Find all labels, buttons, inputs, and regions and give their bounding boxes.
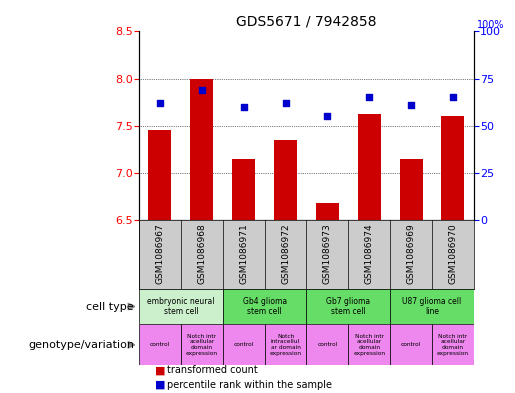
- Bar: [222, 289, 306, 324]
- Bar: [181, 324, 222, 365]
- Text: U87 glioma cell
line: U87 glioma cell line: [402, 297, 461, 316]
- Point: [156, 100, 164, 106]
- Bar: [232, 159, 255, 220]
- Text: genotype/variation: genotype/variation: [28, 340, 134, 350]
- Bar: [222, 324, 265, 365]
- Bar: [432, 324, 474, 365]
- Bar: [191, 79, 213, 220]
- Text: Notch intr
acellular
domain
expression: Notch intr acellular domain expression: [437, 334, 469, 356]
- Text: ■: ■: [154, 380, 165, 390]
- Text: GSM1086973: GSM1086973: [323, 224, 332, 284]
- Bar: [306, 289, 390, 324]
- Bar: [400, 159, 422, 220]
- Point: [239, 104, 248, 110]
- Text: GSM1086970: GSM1086970: [449, 224, 457, 284]
- Bar: [139, 289, 222, 324]
- Text: Notch
intracellul
ar domain
expression: Notch intracellul ar domain expression: [269, 334, 301, 356]
- Bar: [441, 116, 465, 220]
- Bar: [306, 324, 348, 365]
- Text: Gb4 glioma
stem cell: Gb4 glioma stem cell: [243, 297, 287, 316]
- Point: [198, 87, 206, 93]
- Bar: [390, 324, 432, 365]
- Text: control: control: [317, 342, 337, 347]
- Point: [365, 94, 373, 101]
- Text: percentile rank within the sample: percentile rank within the sample: [167, 380, 332, 390]
- Bar: [358, 114, 381, 220]
- Text: GSM1086969: GSM1086969: [406, 224, 416, 284]
- Bar: [274, 140, 297, 220]
- Bar: [316, 203, 339, 220]
- Text: GSM1086967: GSM1086967: [156, 224, 164, 284]
- Point: [323, 113, 332, 119]
- Text: transformed count: transformed count: [167, 365, 258, 375]
- Point: [281, 100, 289, 106]
- Title: GDS5671 / 7942858: GDS5671 / 7942858: [236, 15, 376, 29]
- Bar: [139, 324, 181, 365]
- Bar: [348, 324, 390, 365]
- Text: control: control: [233, 342, 254, 347]
- Bar: [390, 289, 474, 324]
- Text: Notch intr
acellular
domain
expression: Notch intr acellular domain expression: [353, 334, 385, 356]
- Text: GSM1086972: GSM1086972: [281, 224, 290, 284]
- Text: cell type: cell type: [87, 301, 134, 312]
- Text: Gb7 glioma
stem cell: Gb7 glioma stem cell: [326, 297, 370, 316]
- Text: GSM1086974: GSM1086974: [365, 224, 374, 284]
- Bar: [265, 324, 306, 365]
- Text: Notch intr
acellular
domain
expression: Notch intr acellular domain expression: [186, 334, 218, 356]
- Text: control: control: [401, 342, 421, 347]
- Text: ■: ■: [154, 365, 165, 375]
- Text: control: control: [150, 342, 170, 347]
- Text: GSM1086971: GSM1086971: [239, 224, 248, 284]
- Point: [407, 102, 415, 108]
- Text: GSM1086968: GSM1086968: [197, 224, 207, 284]
- Text: embryonic neural
stem cell: embryonic neural stem cell: [147, 297, 215, 316]
- Text: 100%: 100%: [477, 20, 505, 29]
- Point: [449, 94, 457, 101]
- Bar: [148, 130, 171, 220]
